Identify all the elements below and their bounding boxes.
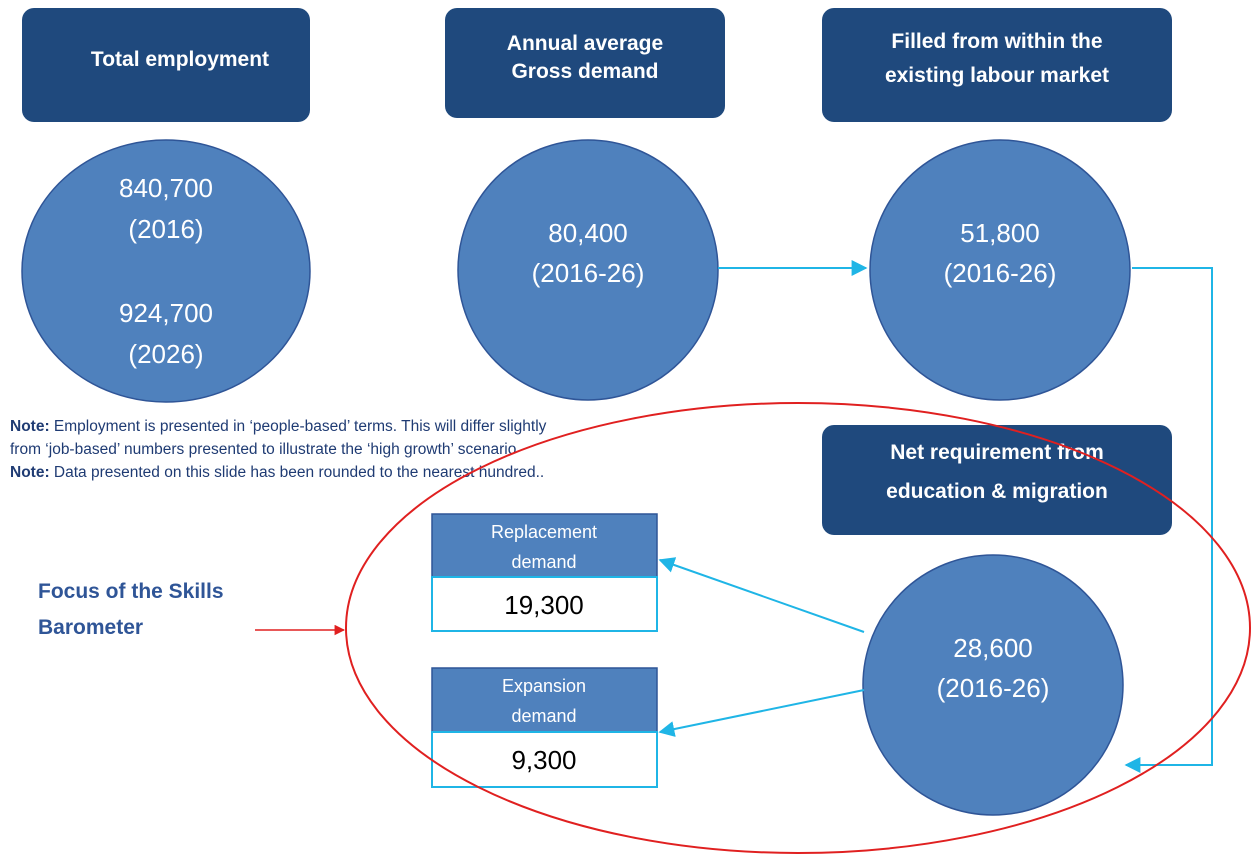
box-value	[431, 731, 658, 788]
circle-text: 51,800	[960, 218, 1040, 248]
note: Note: Data presented on this slide has b…	[10, 464, 544, 481]
note-label: Note:	[10, 418, 50, 435]
header-box	[22, 8, 310, 122]
circle	[862, 554, 1124, 816]
arrow	[1124, 267, 1213, 773]
header-text: education & migration	[886, 480, 1108, 503]
circle-text: 840,700	[119, 173, 213, 203]
arrow	[658, 689, 865, 737]
header-box	[822, 425, 1172, 535]
circle-text: (2016-26)	[532, 258, 645, 288]
circle	[869, 139, 1131, 401]
circle-text: 924,700	[119, 298, 213, 328]
header-text: Annual average	[507, 32, 663, 55]
circle-text: (2016)	[128, 214, 203, 244]
note-text: Employment is presented in ‘people-based…	[50, 418, 547, 435]
header-box	[822, 8, 1172, 122]
arrow	[658, 557, 865, 633]
note: Note: Employment is presented in ‘people…	[10, 418, 547, 435]
box-value-text: 9,300	[511, 745, 576, 775]
header-text: Total employment	[91, 48, 269, 71]
box-title-text: Replacement	[491, 522, 597, 542]
header-text: Gross demand	[511, 60, 658, 83]
circle	[21, 139, 311, 403]
circle-text: (2016-26)	[944, 258, 1057, 288]
header-box	[445, 8, 725, 118]
box-value	[431, 576, 658, 632]
circle-text: 28,600	[953, 633, 1033, 663]
circle	[457, 139, 719, 401]
header-text: existing labour market	[885, 64, 1109, 87]
circle-text: (2016-26)	[937, 673, 1050, 703]
note: from ‘job-based’ numbers presented to il…	[10, 441, 516, 458]
box-value-text: 19,300	[504, 590, 584, 620]
header-text: Filled from within the	[891, 30, 1102, 53]
focus-ellipse	[345, 402, 1251, 854]
box-title	[431, 667, 658, 733]
note-text: Data presented on this slide has been ro…	[50, 464, 545, 481]
focus-text: Focus of the Skills	[38, 580, 224, 603]
circle-text: 80,400	[548, 218, 628, 248]
box-title-text: demand	[511, 706, 576, 726]
box-title	[431, 513, 658, 578]
box-title-text: demand	[511, 552, 576, 572]
circle-text: (2026)	[128, 339, 203, 369]
note-label: Note:	[10, 464, 50, 481]
focus-text: Barometer	[38, 616, 143, 639]
header-text: Net requirement from	[890, 441, 1104, 464]
box-title-text: Expansion	[502, 676, 586, 696]
